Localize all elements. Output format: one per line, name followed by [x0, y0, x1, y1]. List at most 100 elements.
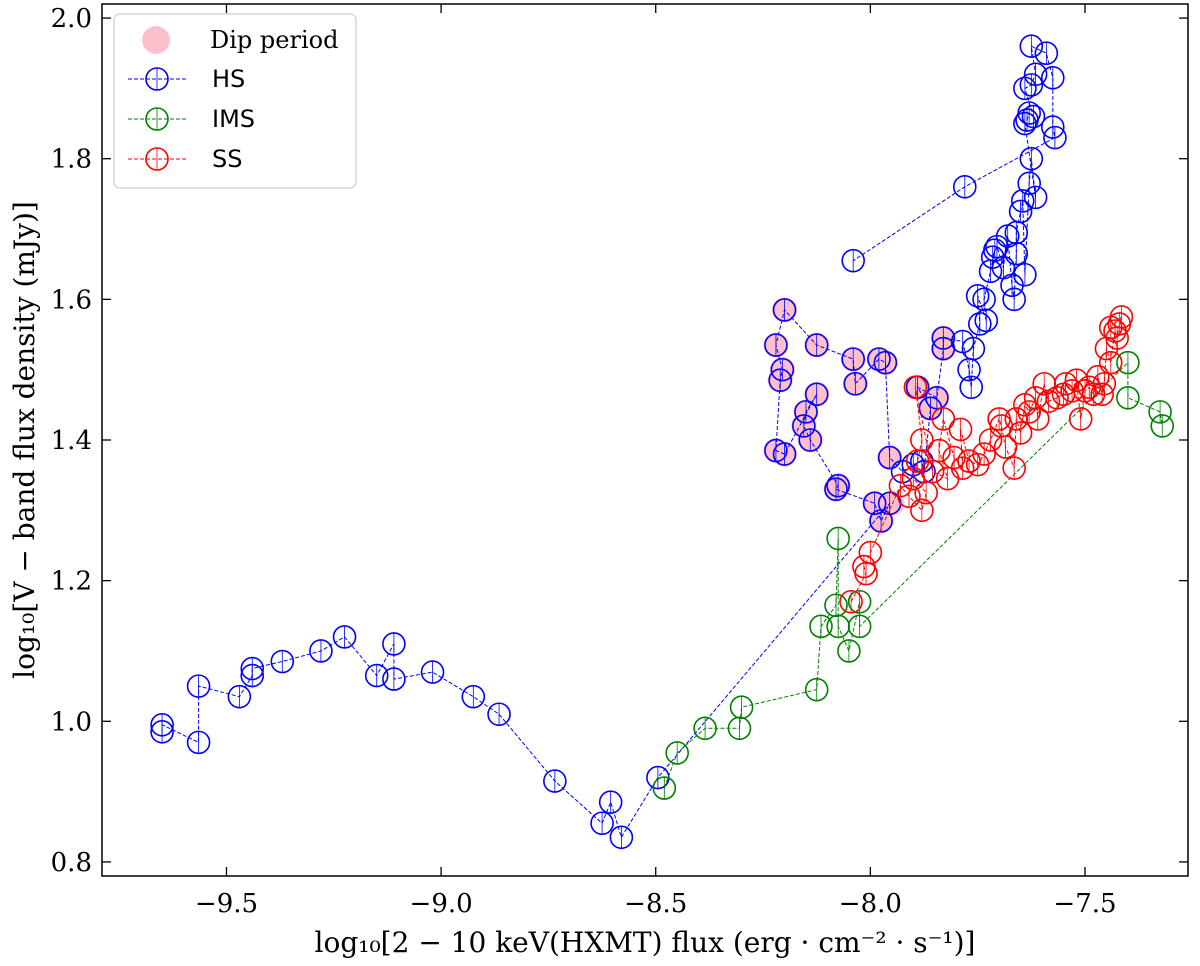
hs-marker: [841, 248, 865, 273]
hs-point: [382, 667, 406, 691]
hs-marker: [186, 674, 211, 698]
legend-label-ims: IMS: [212, 105, 255, 133]
hs-point: [227, 684, 252, 709]
hs-marker: [768, 368, 793, 393]
hs-marker: [1013, 111, 1037, 136]
ss-marker: [852, 554, 876, 579]
hs-marker: [309, 639, 333, 663]
ss-marker: [1090, 382, 1114, 407]
ss-point: [910, 428, 934, 452]
hs-marker: [841, 347, 865, 371]
ims-point: [729, 695, 754, 720]
hs-marker: [1019, 73, 1044, 97]
hs-marker: [826, 473, 850, 498]
ims-point: [826, 526, 850, 551]
hs-point: [364, 663, 389, 688]
hs-point: [1017, 171, 1041, 196]
ims-point: [1116, 386, 1140, 410]
ss-marker: [1086, 364, 1110, 389]
hs-marker: [792, 414, 816, 438]
ims-point: [1116, 350, 1140, 375]
hs-marker: [1034, 41, 1059, 66]
ims-point: [652, 776, 677, 800]
ims-marker: [837, 639, 861, 663]
x-tick-label: −9.0: [410, 889, 473, 919]
hs-marker: [824, 477, 848, 502]
hs-marker: [1043, 125, 1067, 150]
ss-marker: [1025, 407, 1050, 431]
hs-marker: [1019, 34, 1044, 58]
ss-marker: [948, 417, 973, 442]
hs-marker: [869, 509, 893, 533]
hs-point: [1010, 189, 1035, 213]
ss-point: [1002, 456, 1026, 480]
ims-marker: [847, 614, 872, 639]
hs-point: [804, 333, 829, 357]
hs-marker: [959, 375, 984, 400]
ss-point: [914, 480, 938, 505]
hs-marker: [877, 445, 902, 470]
axes-layer: −9.5 −9.0 −8.5 −8.0 −7.5 0.8 1.0 1.2 1.4 1.6 1.8 2.…: [8, 3, 1189, 959]
hs-point: [952, 175, 977, 199]
hs-marker: [925, 386, 949, 410]
y-tick-label: 1.4: [51, 426, 92, 456]
hs-point: [826, 473, 850, 498]
hs-point: [965, 284, 990, 308]
hs-point: [931, 326, 956, 350]
hs-marker: [487, 702, 511, 727]
legend-marker-ims: [145, 107, 169, 131]
hs-marker: [461, 684, 486, 709]
hs-marker: [150, 713, 174, 737]
hs-point: [804, 382, 829, 407]
hs-marker: [931, 326, 956, 350]
ims-marker: [693, 716, 717, 741]
legend: Dip period HS IMS SS: [113, 13, 357, 189]
hs-marker: [804, 333, 829, 357]
ss-point: [993, 435, 1018, 459]
hs-point: [961, 336, 986, 361]
hs-marker: [843, 371, 868, 396]
hs-marker: [186, 730, 211, 755]
hs-point: [1040, 66, 1065, 90]
hs-point: [1043, 125, 1067, 150]
hs-point: [925, 386, 949, 410]
ss-point: [972, 442, 996, 466]
ss-marker: [910, 428, 934, 452]
ss-point: [1008, 421, 1033, 445]
hs-marker: [972, 287, 996, 312]
hs-marker: [1017, 171, 1041, 196]
ss-point: [1068, 407, 1093, 431]
hs-marker: [1023, 62, 1048, 87]
hs-point: [270, 649, 295, 674]
hs-marker: [968, 312, 992, 336]
ss-point: [1098, 350, 1123, 375]
hs-point: [841, 347, 865, 371]
legend-swatch-dip-period: [142, 26, 170, 54]
hs-marker: [1013, 262, 1037, 287]
hs-point: [794, 400, 818, 424]
hs-point: [959, 375, 984, 400]
y-axis-label: log₁₀[V − band flux density (mJy)]: [8, 201, 41, 679]
y-tick-label: 1.6: [51, 285, 92, 315]
ims-point: [1148, 400, 1172, 424]
hs-point: [877, 445, 902, 470]
ims-marker: [729, 695, 754, 720]
hs-marker: [1021, 104, 1046, 129]
legend-marker-hs: [145, 67, 169, 91]
legend-label-dip-period: Dip period: [210, 26, 338, 54]
ss-point: [1025, 407, 1050, 431]
ims-point: [837, 639, 861, 663]
hs-point: [873, 350, 898, 375]
ss-marker: [931, 407, 956, 431]
x-tick-label: −8.5: [624, 889, 687, 919]
hs-point: [792, 414, 816, 438]
hs-marker: [364, 663, 389, 688]
hs-marker: [862, 491, 887, 516]
ss-marker: [927, 438, 951, 463]
ss-marker: [950, 456, 975, 480]
ims-point: [804, 677, 829, 702]
hs-marker: [804, 382, 829, 407]
x-axis-label: log₁₀[2 − 10 keV(HXMT) flux (erg · cm⁻² …: [315, 926, 976, 959]
hs-point: [1034, 41, 1059, 66]
ss-marker: [920, 459, 945, 484]
